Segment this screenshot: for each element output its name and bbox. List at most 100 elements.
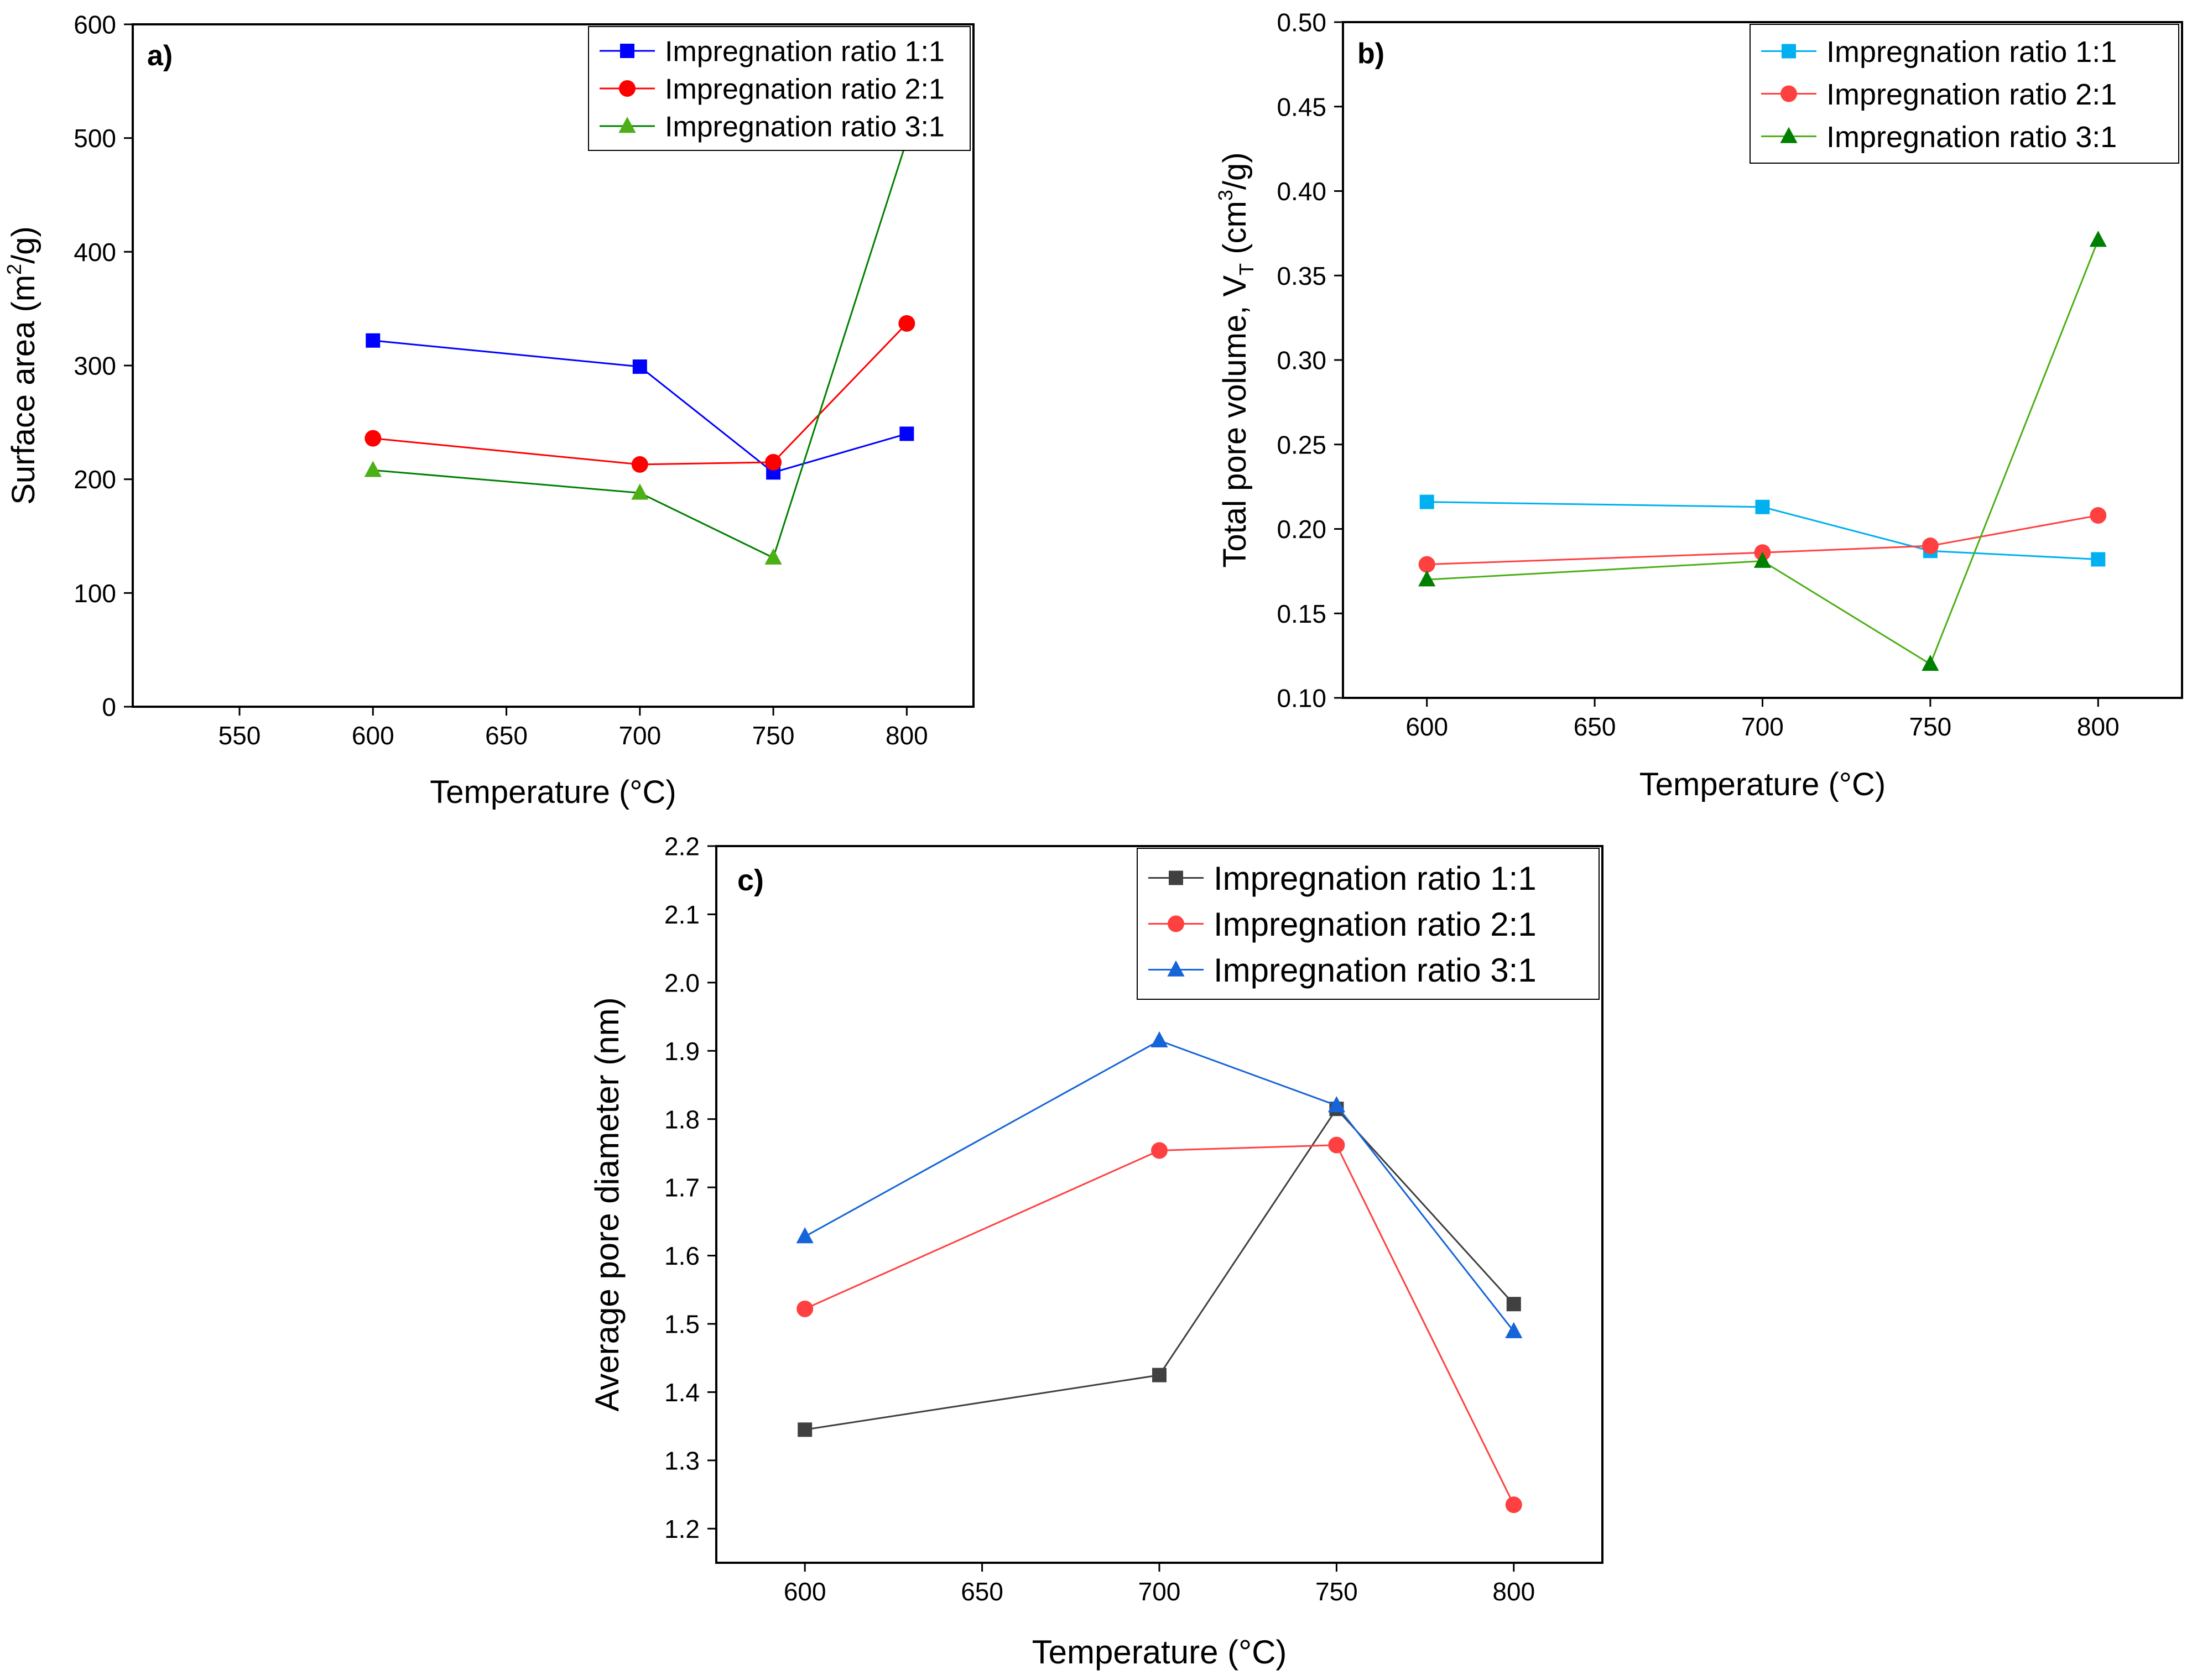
legend-box (1750, 24, 2179, 164)
series-3 (796, 1031, 1523, 1338)
y-axis-label-part: /g) (6, 226, 41, 264)
data-point (2091, 552, 2106, 567)
data-point (796, 1300, 814, 1317)
data-point (1152, 1368, 1167, 1382)
y-axis-label: Average pore diameter (nm) (589, 997, 626, 1411)
legend-marker (618, 117, 636, 133)
legend-label: Impregnation ratio 1:1 (665, 36, 945, 68)
y-tick-label: 0 (102, 693, 116, 722)
series-line (373, 340, 907, 473)
x-tick-label: 650 (961, 1577, 1003, 1606)
legend-label: Impregnation ratio 3:1 (665, 111, 945, 143)
legend-marker (1780, 127, 1798, 143)
x-tick-label: 750 (1909, 712, 1952, 741)
y-tick-label: 0.40 (1277, 177, 1326, 206)
chart-panel-b: 600 650 700 750 800 0.10 0.15 0.20 0.25 0.30 0.35 0… (1214, 8, 2183, 802)
y-tick-label: 300 (74, 352, 116, 380)
x-tick-label: 750 (752, 721, 795, 750)
y-tick-label: 500 (74, 124, 116, 153)
legend-marker (620, 44, 634, 58)
y-tick-label: 200 (74, 465, 116, 494)
y-tick-label: 0.45 (1277, 92, 1326, 121)
data-point (1328, 1136, 1345, 1154)
data-point (631, 456, 648, 473)
y-tick-label: 0.50 (1277, 8, 1326, 37)
series-1 (366, 333, 914, 480)
legend-label: Impregnation ratio 2:1 (1826, 78, 2117, 111)
y-axis-label-part: /g) (1217, 152, 1253, 190)
panel-label: a) (147, 40, 173, 72)
x-tick-label: 600 (1405, 712, 1448, 741)
y-tick-label: 2.1 (664, 900, 700, 929)
data-point (1151, 1142, 1168, 1159)
legend-marker (1168, 915, 1184, 932)
series-3 (1418, 231, 2107, 671)
y-axis-label-part: Total pore volume, V (1217, 275, 1253, 568)
y-tick-label: 0.30 (1277, 346, 1326, 375)
y-axis-label: Total pore volume, VT (cm3/g) (1214, 152, 1258, 567)
legend: Impregnation ratio 1:1 Impregnation ratio… (588, 26, 971, 151)
series-line (1426, 239, 2099, 666)
y-tick-label: 100 (74, 579, 116, 608)
plot-frame (132, 23, 975, 708)
series-line (373, 140, 908, 559)
x-tick-label: 650 (485, 721, 528, 750)
data-point (365, 430, 382, 447)
data-point (765, 453, 782, 471)
x-tick-label: 600 (352, 721, 394, 750)
y-axis-label-part: (cm (1217, 201, 1253, 263)
y-tick-label: 1.8 (664, 1105, 700, 1134)
data-point (2089, 231, 2107, 247)
panel-label: c) (737, 864, 764, 897)
series-line (804, 1040, 1514, 1332)
data-point (2090, 507, 2107, 524)
legend-marker (619, 80, 636, 97)
legend-label: Impregnation ratio 2:1 (665, 74, 945, 106)
series-2 (365, 315, 915, 473)
x-tick-label: 800 (1492, 1577, 1535, 1606)
y-tick-label: 400 (74, 238, 116, 267)
data-point (1755, 499, 1770, 514)
plot-frame (715, 845, 1603, 1564)
y-tick-label: 0.20 (1277, 515, 1326, 544)
y-axis-label-subscript: T (1235, 263, 1258, 275)
y-tick-label: 0.35 (1277, 262, 1326, 290)
data-point (366, 333, 381, 348)
chart-panel-c: 600 650 700 750 800 1.2 1.3 1.4 1.5 1.6 1.7 1.8 1.9 2… (589, 832, 1603, 1671)
y-axis-label-superscript: 3 (1214, 190, 1237, 201)
legend-label: Impregnation ratio 3:1 (1214, 952, 1537, 989)
legend-box (1137, 848, 1600, 1000)
y-axis-label-part: Average pore diameter (nm) (589, 997, 626, 1411)
data-point (1150, 1031, 1168, 1048)
series-line (373, 322, 908, 466)
x-tick-label: 650 (1574, 712, 1616, 741)
data-point (899, 426, 914, 441)
legend-label: Impregnation ratio 2:1 (1214, 906, 1537, 943)
y-tick-label: 0.25 (1277, 430, 1326, 459)
data-point (1922, 654, 1939, 671)
data-point (1753, 551, 1772, 568)
data-point (364, 461, 382, 477)
x-tick-label: 700 (618, 721, 661, 750)
x-tick-label: 750 (1315, 1577, 1358, 1606)
x-tick-label: 800 (2077, 712, 2120, 741)
y-axis-label: Surface area (m2/g) (3, 226, 41, 505)
y-tick-label: 2.0 (664, 968, 700, 997)
data-point (1505, 1496, 1522, 1514)
data-point (1327, 1096, 1345, 1113)
y-tick-label: 0.10 (1277, 684, 1326, 713)
legend-marker (1167, 960, 1185, 977)
x-tick-label: 700 (1741, 712, 1784, 741)
data-point (1418, 570, 1436, 587)
series-2 (796, 1136, 1522, 1514)
data-point (898, 315, 915, 332)
legend-marker (1780, 85, 1797, 102)
data-point (1418, 556, 1435, 573)
data-point (764, 548, 782, 565)
data-point (632, 359, 647, 374)
data-point (798, 1422, 813, 1437)
legend-label: Impregnation ratio 1:1 (1826, 35, 2117, 69)
data-point (1922, 538, 1939, 555)
legend-marker (1169, 870, 1183, 885)
